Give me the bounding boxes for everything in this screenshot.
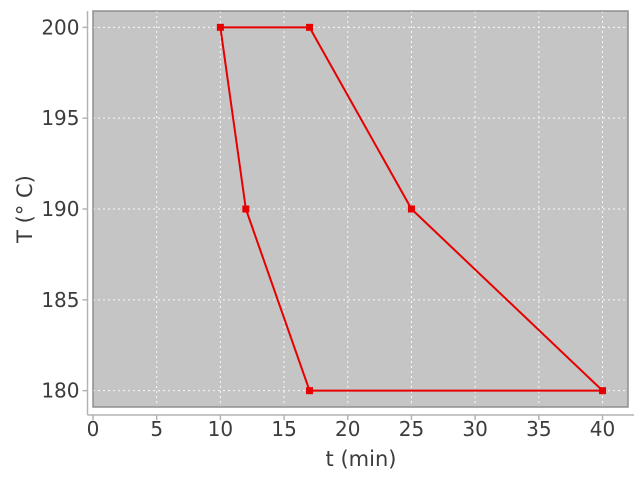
x-tick-label: 0	[87, 417, 100, 441]
y-tick-label: 180	[41, 379, 79, 403]
plot-border	[92, 10, 629, 408]
y-tick-label: 185	[41, 288, 79, 312]
y-axis-title: T (° C)	[13, 175, 37, 244]
y-tick-label: 200	[41, 15, 79, 39]
data-point-marker	[216, 23, 224, 31]
x-tick-label: 25	[399, 417, 424, 441]
x-tick-label: 30	[462, 417, 487, 441]
x-tick-label: 15	[271, 417, 296, 441]
data-point-marker	[407, 205, 415, 213]
data-point-marker	[306, 23, 314, 31]
x-axis-title: t (min)	[326, 447, 397, 471]
x-tick-label: 20	[335, 417, 360, 441]
x-tick-label: 35	[526, 417, 551, 441]
x-tick-label: 5	[150, 417, 163, 441]
x-tick-label: 10	[208, 417, 233, 441]
data-point-marker	[599, 387, 607, 395]
x-tick-label: 40	[590, 417, 615, 441]
y-tick-label: 190	[41, 197, 79, 221]
data-point-marker	[242, 205, 250, 213]
data-point-marker	[306, 387, 314, 395]
y-tick-label: 195	[41, 106, 79, 130]
